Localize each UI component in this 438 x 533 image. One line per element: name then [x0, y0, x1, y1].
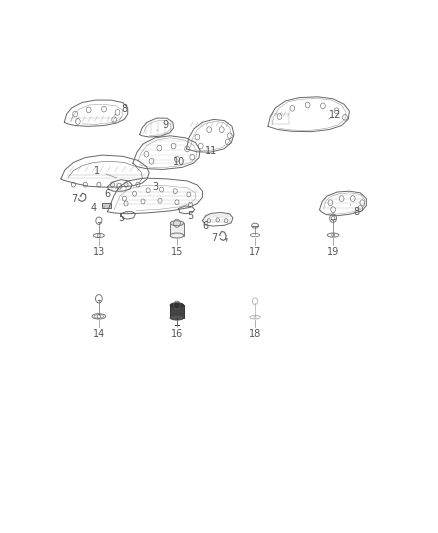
Text: 6: 6 [203, 221, 209, 231]
Text: 4: 4 [91, 203, 105, 213]
Text: 3: 3 [150, 182, 158, 195]
Text: 14: 14 [93, 329, 105, 339]
Ellipse shape [170, 233, 184, 238]
Text: 13: 13 [93, 247, 105, 257]
Text: 10: 10 [173, 157, 185, 167]
Text: 5: 5 [118, 212, 128, 223]
Ellipse shape [170, 315, 184, 320]
Text: 17: 17 [249, 247, 261, 257]
Text: 7: 7 [71, 195, 82, 204]
Bar [170, 223, 184, 236]
Text: 15: 15 [171, 247, 183, 257]
Bar [102, 203, 111, 208]
Text: 6: 6 [104, 187, 117, 199]
Ellipse shape [170, 221, 184, 225]
Text: 11: 11 [205, 146, 217, 156]
Text: 16: 16 [171, 329, 183, 339]
Text: 9: 9 [156, 120, 169, 131]
Text: 1: 1 [94, 166, 117, 178]
Text: 8: 8 [350, 204, 360, 217]
Text: 5: 5 [185, 207, 194, 221]
Text: 7: 7 [211, 233, 221, 244]
Text: 18: 18 [249, 329, 261, 339]
Text: 8: 8 [114, 104, 127, 115]
Text: 19: 19 [327, 247, 339, 257]
Bar [272, 114, 289, 124]
Text: 12: 12 [328, 110, 341, 120]
Bar [170, 305, 184, 318]
Ellipse shape [170, 303, 184, 308]
